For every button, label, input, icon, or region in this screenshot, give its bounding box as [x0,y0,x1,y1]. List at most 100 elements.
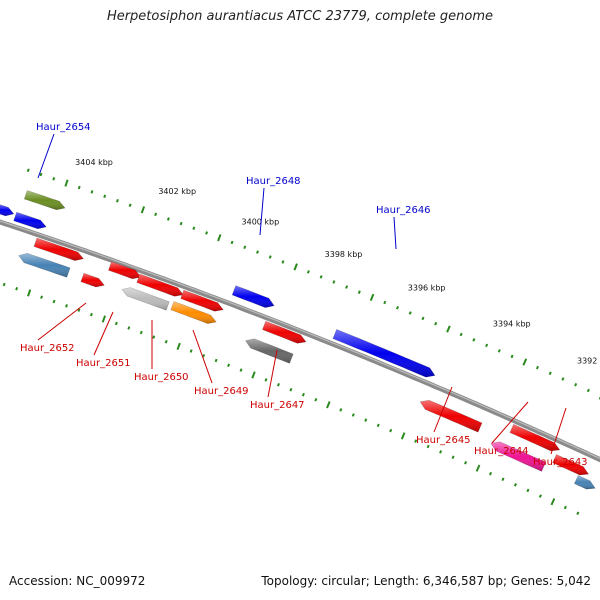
minor-tick [389,428,393,433]
minor-tick [65,304,68,308]
leader-line [192,329,213,384]
minor-tick [164,339,168,344]
major-tick [217,234,222,242]
major-tick [251,371,256,379]
minor-tick [439,450,443,454]
minor-tick [152,335,156,339]
minor-tick [314,397,318,402]
gene-feature-shading [136,274,184,297]
gene-feature-shading [574,475,596,490]
minor-tick [488,471,493,476]
leader-line [550,407,567,455]
leader-line [393,216,397,250]
minor-tick [166,217,170,221]
minor-tick [464,460,468,465]
gene-feature-shading [108,261,141,279]
gene-label[interactable]: Haur_2650 [134,372,189,383]
gene-label[interactable]: Haur_2644 [474,446,529,457]
minor-tick [408,311,412,315]
scale-label: 3394 kbp [493,319,531,328]
minor-tick [189,349,193,353]
minor-tick [306,270,310,274]
gene-Haur_2650-shading [121,287,170,311]
minor-tick [227,363,231,368]
gene-feature-shading [262,321,306,344]
minor-tick [319,275,323,279]
minor-tick [127,326,131,330]
major-tick [101,315,107,323]
gene-feature-shading [13,212,47,229]
minor-tick [301,392,305,397]
minor-tick [239,368,243,372]
minor-tick [114,321,118,326]
gene-Haur_2648-shading [232,285,275,308]
gene-label[interactable]: Haur_2648 [246,176,301,187]
minor-tick [451,455,455,460]
leader-line [267,349,278,398]
gene-label[interactable]: Haur_2652 [20,343,75,354]
major-tick [140,206,146,214]
minor-tick [526,488,530,493]
accession-label: Accession: NC_009972 [9,574,146,588]
minor-tick [497,349,501,353]
minor-tick [561,377,565,381]
gene-Haur_2643-shading [552,454,589,475]
minor-tick [357,290,361,294]
minor-tick [276,382,280,387]
minor-tick [574,382,578,387]
major-tick [400,432,406,440]
minor-tick [332,280,336,284]
leader-line [37,302,87,341]
genome-backbone [0,219,600,463]
gene-feature-shading [180,290,224,312]
minor-tick [128,203,132,207]
minor-tick [39,172,43,177]
major-tick [293,263,298,271]
minor-tick [472,338,476,342]
gene-label[interactable]: Haur_2647 [250,400,305,411]
minor-tick [501,477,505,482]
gene-feature-shading [34,238,84,261]
minor-tick [40,295,44,299]
backbone-highlight [0,220,600,460]
minor-tick [289,387,293,392]
minor-tick [103,194,107,199]
minor-tick [459,332,463,337]
minor-tick [513,483,517,487]
minor-tick [563,505,567,510]
leader-line [259,187,265,236]
map-title: Herpetosiphon aurantiacus ATCC 23779, co… [106,9,494,24]
minor-tick [510,354,514,359]
minor-tick [89,312,93,317]
major-tick [550,498,556,506]
minor-tick [230,240,234,245]
minor-tick [364,418,368,422]
gene-label[interactable]: Haur_2649 [194,386,249,397]
minor-tick [351,413,355,417]
minor-tick [264,378,268,382]
gene-Haur_2654-shading [24,190,65,210]
minor-tick [426,444,430,449]
gene-Haur_2647-shading [245,338,294,364]
minor-tick [421,316,425,321]
gene-label[interactable]: Haur_2643 [533,457,588,468]
minor-tick [256,250,259,254]
minor-tick [586,388,590,393]
minor-tick [383,300,387,305]
minor-tick [243,245,247,250]
gene-label[interactable]: Haur_2646 [376,205,431,216]
gene-label[interactable]: Haur_2651 [76,358,131,369]
major-tick [64,179,69,187]
scale-label: 3400 kbp [242,218,280,227]
minor-tick [90,190,94,194]
gene-label[interactable]: Haur_2645 [416,435,471,446]
scale-label: 3398 kbp [325,250,363,259]
minor-tick [414,439,418,443]
scale-label: 3396 kbp [408,283,446,292]
minor-tick [485,343,489,348]
minor-tick [2,282,6,287]
gene-label[interactable]: Haur_2654 [36,122,91,133]
minor-tick [52,299,56,304]
major-tick [522,358,528,366]
